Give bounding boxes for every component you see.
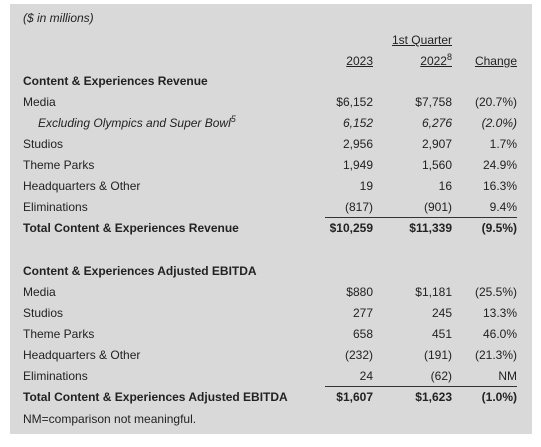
cell: 24 xyxy=(359,369,373,383)
total-rule xyxy=(325,217,517,218)
cell: (20.7%) xyxy=(474,95,517,109)
cell: 245 xyxy=(431,306,452,320)
cell: 19 xyxy=(359,179,373,193)
cell: (2.0%) xyxy=(481,116,517,130)
cell: $880 xyxy=(346,285,373,299)
cell: 1,560 xyxy=(421,158,452,172)
total-rule xyxy=(325,386,517,387)
cell: 2,907 xyxy=(421,137,452,151)
cell: $6,152 xyxy=(336,95,373,109)
section-title: Content & Experiences Adjusted EBITDA xyxy=(23,264,257,278)
cell: 9.4% xyxy=(489,200,517,214)
cell: 6,152 xyxy=(342,116,373,130)
cell: $7,758 xyxy=(415,95,452,109)
total-cell: (1.0%) xyxy=(481,390,517,404)
cell: 2,956 xyxy=(342,137,373,151)
cell: (232) xyxy=(344,348,373,362)
cell: (62) xyxy=(430,369,452,383)
superscript: 8 xyxy=(446,52,452,62)
cell: 16.3% xyxy=(482,179,517,193)
cell: (817) xyxy=(344,200,373,214)
total-cell: $11,339 xyxy=(409,221,452,235)
row-label: Studios xyxy=(23,306,64,320)
cell: 24.9% xyxy=(482,158,517,172)
column-header: 20228 xyxy=(420,52,452,69)
column-header: Change xyxy=(474,54,517,68)
cell: 13.3% xyxy=(482,306,517,320)
total-cell: $1,623 xyxy=(415,390,452,404)
superscript: 5 xyxy=(230,114,236,124)
row-label: Media xyxy=(23,285,56,299)
row-label: Eliminations xyxy=(23,200,88,214)
row-label: Headquarters & Other xyxy=(23,348,141,362)
cell: 658 xyxy=(352,327,373,341)
row-label: Theme Parks xyxy=(23,327,95,341)
cell: $1,181 xyxy=(415,285,452,299)
cell: (901) xyxy=(423,200,452,214)
cell: 46.0% xyxy=(482,327,517,341)
total-cell: $1,607 xyxy=(336,390,373,404)
row-label: Studios xyxy=(23,137,64,151)
cell: 451 xyxy=(431,327,452,341)
row-label: Theme Parks xyxy=(23,158,95,172)
total-label: Total Content & Experiences Adjusted EBI… xyxy=(23,390,288,404)
cell: (191) xyxy=(423,348,452,362)
column-header: 2023 xyxy=(346,54,373,68)
section-title: Content & Experiences Revenue xyxy=(23,74,208,88)
row-label: Eliminations xyxy=(23,369,88,383)
footnote: NM=comparison not meaningful. xyxy=(23,412,197,426)
cell: 1,949 xyxy=(342,158,373,172)
total-label: Total Content & Experiences Revenue xyxy=(23,221,239,235)
cell: 16 xyxy=(438,179,452,193)
row-label: Media xyxy=(23,95,56,109)
cell: 277 xyxy=(352,306,373,320)
cell: NM xyxy=(498,369,517,383)
cell: 1.7% xyxy=(489,137,517,151)
cell: (25.5%) xyxy=(474,285,517,299)
panel xyxy=(10,4,532,434)
row-label: Excluding Olympics and Super Bowl5 xyxy=(38,114,236,131)
column-group: 1st Quarter xyxy=(391,33,452,47)
total-cell: (9.5%) xyxy=(481,221,517,235)
total-cell: $10,259 xyxy=(329,221,373,235)
cell: (21.3%) xyxy=(474,348,517,362)
units-note: ($ in millions) xyxy=(23,11,94,25)
row-label: Headquarters & Other xyxy=(23,179,141,193)
cell: 6,276 xyxy=(421,116,452,130)
